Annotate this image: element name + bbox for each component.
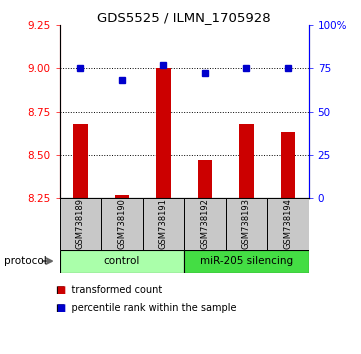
- Text: ■: ■: [56, 285, 65, 295]
- Text: ■: ■: [56, 303, 65, 313]
- Bar: [184, 250, 309, 273]
- Text: ■  percentile rank within the sample: ■ percentile rank within the sample: [56, 303, 236, 313]
- Bar: [226, 198, 267, 250]
- Text: GSM738190: GSM738190: [117, 199, 126, 249]
- Bar: [239, 124, 254, 198]
- Bar: [197, 160, 212, 198]
- Bar: [114, 195, 129, 198]
- Text: GSM738193: GSM738193: [242, 198, 251, 250]
- Bar: [73, 124, 88, 198]
- Text: protocol: protocol: [4, 256, 46, 266]
- Text: GSM738189: GSM738189: [76, 198, 85, 250]
- Title: GDS5525 / ILMN_1705928: GDS5525 / ILMN_1705928: [97, 11, 271, 24]
- Bar: [60, 250, 184, 273]
- Text: GSM738194: GSM738194: [283, 199, 292, 249]
- Bar: [184, 198, 226, 250]
- Bar: [267, 198, 309, 250]
- Text: control: control: [104, 256, 140, 266]
- Text: GSM738191: GSM738191: [159, 199, 168, 249]
- Bar: [280, 132, 295, 198]
- Bar: [60, 198, 101, 250]
- Bar: [143, 198, 184, 250]
- Text: miR-205 silencing: miR-205 silencing: [200, 256, 293, 266]
- Text: ■  transformed count: ■ transformed count: [56, 285, 162, 295]
- Text: GSM738192: GSM738192: [200, 199, 209, 249]
- Bar: [156, 68, 171, 198]
- Bar: [101, 198, 143, 250]
